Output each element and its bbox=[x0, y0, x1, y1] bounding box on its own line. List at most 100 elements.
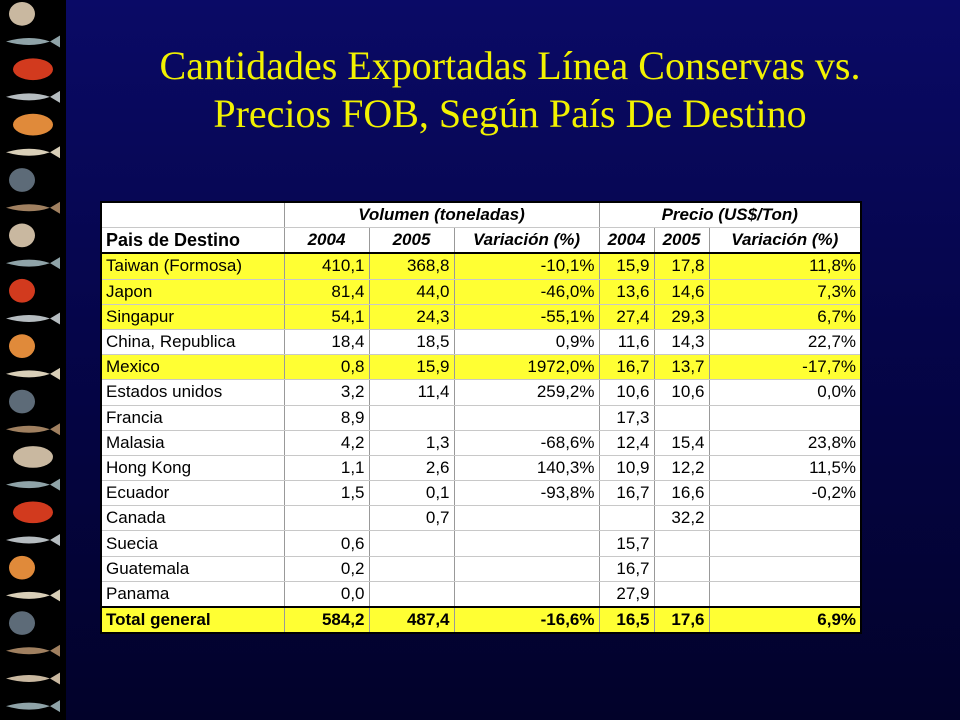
cell-volume-2004: 8,9 bbox=[284, 405, 370, 431]
cell-price-2004: 27,9 bbox=[599, 581, 655, 608]
fish-shape bbox=[6, 367, 60, 380]
table-row: Guatemala 0,2 16,7 bbox=[100, 556, 863, 582]
fish-icon bbox=[6, 257, 60, 270]
shrimp-icon bbox=[6, 672, 60, 685]
crab-shape bbox=[13, 113, 53, 136]
header-volume-variation: Variación (%) bbox=[454, 227, 600, 255]
clam-icon bbox=[9, 555, 35, 580]
header-price-group: Precio (US$/Ton) bbox=[599, 201, 863, 229]
cell-country: Malasia bbox=[100, 430, 285, 456]
fish-shape bbox=[6, 312, 60, 325]
fish-shape bbox=[6, 35, 60, 48]
shell-shape bbox=[9, 223, 35, 248]
header-row-columns: Pais de Destino 2004 2005 Variación (%) … bbox=[100, 227, 863, 255]
total-price-2005: 17,6 bbox=[654, 605, 710, 635]
cell-volume-2005: 2,6 bbox=[369, 455, 455, 482]
cell-price-2004: 17,3 bbox=[599, 405, 655, 431]
shell-icon bbox=[9, 2, 35, 26]
header-volume-group: Volumen (toneladas) bbox=[284, 201, 600, 229]
table-row: Taiwan (Formosa) 410,1 368,8 -10,1% 15,9 17,8… bbox=[100, 253, 863, 280]
mussel-shape bbox=[9, 334, 35, 358]
cell-price-2005 bbox=[654, 530, 710, 557]
fish-icon bbox=[6, 700, 60, 713]
total-price-variation: 6,9% bbox=[709, 605, 863, 635]
cell-price-2005: 14,6 bbox=[654, 279, 710, 305]
export-table-container: Volumen (toneladas) Precio (US$/Ton) Pai… bbox=[100, 201, 863, 635]
shell-icon bbox=[9, 168, 35, 192]
cell-price-variation: -17,7% bbox=[709, 354, 863, 381]
table-row: Francia 8,9 17,3 bbox=[100, 405, 863, 431]
fish-shape bbox=[6, 700, 60, 713]
cell-price-2005: 29,3 bbox=[654, 304, 710, 330]
oyster-icon bbox=[9, 278, 35, 303]
cell-price-2005 bbox=[654, 581, 710, 608]
cell-price-variation: 0,0% bbox=[709, 379, 863, 406]
table-row: Malasia 4,2 1,3 -68,6% 12,4 15,4 23,8% bbox=[100, 430, 863, 456]
total-volume-2005: 487,4 bbox=[369, 605, 455, 635]
urchin-icon bbox=[13, 446, 53, 468]
fish-icon bbox=[6, 35, 60, 48]
crab-shape bbox=[13, 58, 53, 81]
cell-country: China, Republica bbox=[100, 329, 285, 356]
cell-volume-2004: 3,2 bbox=[284, 379, 370, 406]
cell-volume-2004: 18,4 bbox=[284, 329, 370, 356]
fish-shape bbox=[6, 478, 60, 491]
total-volume-variation: -16,6% bbox=[454, 605, 600, 635]
table-row: Canada 0,7 32,2 bbox=[100, 505, 863, 532]
cell-price-2005: 12,2 bbox=[654, 455, 710, 482]
shell-icon bbox=[9, 611, 35, 635]
fish-shape bbox=[6, 257, 60, 270]
fish-icon bbox=[6, 201, 60, 214]
cell-price-2005: 15,4 bbox=[654, 430, 710, 456]
cell-volume-variation: 259,2% bbox=[454, 379, 600, 406]
cell-price-2005: 32,2 bbox=[654, 505, 710, 532]
fish-shape bbox=[6, 589, 60, 602]
header-price-2004: 2004 bbox=[599, 227, 655, 255]
fish-icon bbox=[6, 146, 60, 159]
cell-volume-variation: -46,0% bbox=[454, 279, 600, 305]
cell-volume-2005 bbox=[369, 556, 455, 582]
title-line-2: Precios FOB, Según País De Destino bbox=[213, 91, 807, 136]
cell-price-variation: 7,3% bbox=[709, 279, 863, 305]
cell-volume-variation: 140,3% bbox=[454, 455, 600, 482]
shrimp-shape bbox=[6, 672, 60, 685]
title-line-1: Cantidades Exportadas Línea Conservas vs… bbox=[159, 43, 861, 88]
cell-country: Mexico bbox=[100, 354, 285, 381]
shell-shape bbox=[9, 2, 35, 26]
cell-volume-2004: 54,1 bbox=[284, 304, 370, 330]
table-row: Japon 81,4 44,0 -46,0% 13,6 14,6 7,3% bbox=[100, 279, 863, 305]
cell-price-variation: 6,7% bbox=[709, 304, 863, 330]
total-volume-2004: 584,2 bbox=[284, 605, 370, 635]
shell-shape bbox=[9, 611, 35, 635]
table-row: Hong Kong 1,1 2,6 140,3% 10,9 12,2 11,5% bbox=[100, 455, 863, 482]
seafood-sidebar bbox=[0, 0, 66, 720]
cell-price-2004 bbox=[599, 505, 655, 532]
cell-price-2005: 16,6 bbox=[654, 480, 710, 507]
cell-country: Panama bbox=[100, 581, 285, 608]
cell-volume-2005: 15,9 bbox=[369, 354, 455, 381]
cell-country: Guatemala bbox=[100, 556, 285, 582]
cell-price-2005 bbox=[654, 556, 710, 582]
cell-volume-variation: -93,8% bbox=[454, 480, 600, 507]
table-row: Panama 0,0 27,9 bbox=[100, 581, 863, 608]
cell-volume-2005: 368,8 bbox=[369, 253, 455, 280]
cell-price-2005 bbox=[654, 405, 710, 431]
cell-volume-variation bbox=[454, 556, 600, 582]
cell-price-2004: 12,4 bbox=[599, 430, 655, 456]
export-table: Volumen (toneladas) Precio (US$/Ton) Pai… bbox=[100, 201, 863, 635]
cell-price-variation: 11,5% bbox=[709, 455, 863, 482]
cell-price-2005: 17,8 bbox=[654, 253, 710, 280]
cell-volume-2004: 81,4 bbox=[284, 279, 370, 305]
cell-price-2004: 15,7 bbox=[599, 530, 655, 557]
cell-price-variation bbox=[709, 505, 863, 532]
cell-price-2004: 27,4 bbox=[599, 304, 655, 330]
cell-country: Canada bbox=[100, 505, 285, 532]
cell-volume-variation: -10,1% bbox=[454, 253, 600, 280]
cell-price-variation bbox=[709, 530, 863, 557]
total-label: Total general bbox=[100, 605, 285, 635]
cell-country: Japon bbox=[100, 279, 285, 305]
cell-volume-2005: 1,3 bbox=[369, 430, 455, 456]
cell-volume-2005 bbox=[369, 530, 455, 557]
shell-icon bbox=[9, 223, 35, 248]
cell-price-2005: 13,7 bbox=[654, 354, 710, 381]
